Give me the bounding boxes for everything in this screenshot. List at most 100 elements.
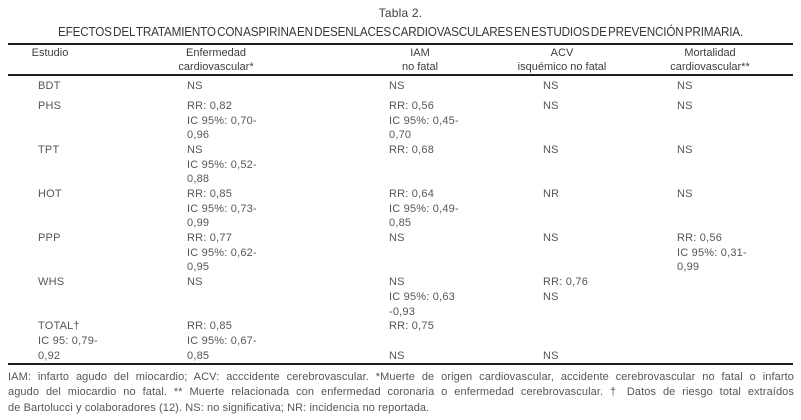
- table-header: Estudio Enfermedad cardiovascular* IAM no fa…: [0, 47, 801, 74]
- table-cell: NS: [543, 231, 559, 246]
- cell-line: RR: 0,56: [677, 232, 723, 245]
- cell-line: 0,96: [187, 129, 210, 142]
- table-cell: PHS: [38, 99, 61, 114]
- cell-line: BDT: [38, 80, 61, 92]
- cell-line: NS: [543, 143, 559, 156]
- table-cell: RR: 0,64 IC 95%: 0,49- 0,85: [389, 187, 459, 231]
- table-cell: NS IC 95%: 0,52- 0,88: [187, 143, 257, 187]
- cell-line: NS: [543, 290, 559, 303]
- table-cell: RR: 0,76 NS: [543, 275, 588, 304]
- table-cell: RR: 0,85 IC 95%: 0,73- 0,99: [187, 187, 257, 231]
- cell-line: RR: 0,64: [389, 187, 435, 200]
- cell-line: [389, 334, 434, 349]
- table-cell: NS: [677, 187, 693, 202]
- cell-line: RR: 0,82: [187, 99, 233, 112]
- footnote-line: de Bartolucci y colaboradores (12). NS: …: [8, 401, 430, 414]
- cell-line: IC 95%: 0,45-: [389, 114, 459, 127]
- cell-line: 0,85: [389, 217, 412, 230]
- cell-line: [543, 334, 559, 349]
- column-header: Mortalidad cardiovascular**: [670, 47, 749, 74]
- cell-line: NS: [389, 349, 405, 362]
- cell-line: RR: 0,77: [187, 232, 233, 245]
- cell-line: NS: [677, 143, 693, 156]
- cell-line: NS: [677, 187, 693, 200]
- table-cell: NS: [677, 99, 693, 114]
- cell-line: NS: [677, 80, 693, 92]
- bottom-rule: [8, 363, 793, 365]
- cell-line: 0,99: [677, 261, 700, 274]
- cell-line: RR: 0,56: [389, 99, 435, 112]
- cell-line: PHS: [38, 99, 62, 112]
- table-cell: BDT: [38, 79, 61, 94]
- table-cell: TOTAL† IC 95: 0,79- 0,92: [38, 319, 98, 363]
- cell-line: 0,88: [187, 173, 210, 186]
- table-cell: RR: 0,85 IC 95%: 0,67- 0,85: [187, 319, 257, 363]
- table-cell: RR: 0,68: [389, 143, 434, 158]
- table-row: TPT NS IC 95%: 0,52- 0,88 RR: 0,68 NS NS: [0, 143, 801, 187]
- table-cell: NS: [543, 319, 559, 363]
- cell-line: NS: [187, 276, 203, 289]
- table-cell: NR: [543, 187, 559, 202]
- table-row: HOT RR: 0,85 IC 95%: 0,73- 0,99 RR: 0,64 IC 9…: [0, 187, 801, 231]
- cell-line: RR: 0,75: [389, 320, 435, 333]
- cell-line: WHS: [38, 276, 65, 289]
- table-cell: TPT: [38, 143, 59, 158]
- cell-line: NS: [543, 80, 559, 92]
- table-row: WHS NS NS IC 95%: 0,63 -0,93 RR: 0,76 NS: [0, 275, 801, 319]
- table-cell: PPP: [38, 231, 61, 246]
- column-header-line: isquémico no fatal: [517, 60, 607, 73]
- cell-line: 0,99: [187, 217, 210, 230]
- cell-line: IC 95%: 0,67-: [187, 334, 257, 347]
- cell-line: NS: [389, 276, 405, 289]
- cell-line: NS: [389, 80, 405, 92]
- cell-line: NS: [187, 80, 203, 92]
- column-header-line: cardiovascular**: [670, 60, 750, 73]
- table-cell: NS: [677, 143, 693, 158]
- footnote-line: IAM: infarto agudo del miocardio; ACV: a…: [8, 371, 794, 383]
- table-cell: NS: [543, 79, 559, 94]
- column-header-line: Mortalidad: [684, 47, 736, 59]
- table-subtitle: EFECTOS DEL TRATAMIENTO CON ASPIRINA EN …: [58, 24, 743, 39]
- cell-line: IC 95%: 0,63: [389, 290, 455, 303]
- cell-line: RR: 0,85: [187, 187, 233, 200]
- cell-line: IC 95: 0,79-: [38, 334, 98, 347]
- cell-line: IC 95%: 0,52-: [187, 158, 257, 171]
- table-row: TOTAL† IC 95: 0,79- 0,92 RR: 0,85 IC 95%: 0,…: [0, 319, 801, 363]
- header-rule: [8, 74, 793, 76]
- table-body: BDT NS NS NS NS PHS RR: 0,82 IC 95%: 0,70- 0,96 R…: [0, 79, 801, 363]
- cell-line: NS: [543, 349, 559, 362]
- cell-line: NS: [187, 143, 203, 156]
- table-cell: NS: [187, 275, 203, 290]
- table-row: BDT NS NS NS NS: [0, 79, 801, 99]
- table-cell: NS: [389, 79, 405, 94]
- cell-line: NS: [389, 232, 405, 245]
- cell-line: TPT: [38, 143, 60, 156]
- cell-line: RR: 0,85: [187, 320, 233, 333]
- cell-line: IC 95%: 0,31-: [677, 246, 747, 259]
- table-cell: NS: [389, 231, 405, 246]
- table-cell: RR: 0,77 IC 95%: 0,62- 0,95: [187, 231, 257, 275]
- cell-line: 0,70: [389, 129, 412, 142]
- table-cell: RR: 0,56 IC 95%: 0,31- 0,99: [677, 231, 747, 275]
- cell-line: NS: [543, 99, 559, 112]
- table-cell: HOT: [38, 187, 62, 202]
- cell-line: 0,95: [187, 261, 210, 274]
- cell-line: 0,92: [38, 349, 61, 362]
- column-header-line: cardiovascular*: [178, 60, 254, 73]
- table-row: PHS RR: 0,82 IC 95%: 0,70- 0,96 RR: 0,56 IC 9…: [0, 99, 801, 143]
- cell-line: IC 95%: 0,62-: [187, 246, 257, 259]
- table-row: PPP RR: 0,77 IC 95%: 0,62- 0,95 NS NS RR: 0,56…: [0, 231, 801, 275]
- table-footnote: IAM: infarto agudo del miocardio; ACV: a…: [8, 370, 794, 416]
- column-header-line: Enfermedad: [186, 47, 246, 59]
- column-header: Estudio: [32, 47, 69, 61]
- table-cell: RR: 0,75 NS: [389, 319, 434, 363]
- cell-line: 0,85: [187, 349, 210, 362]
- cell-line: HOT: [38, 187, 62, 200]
- cell-line: -0,93: [389, 305, 416, 318]
- cell-line: NS: [677, 99, 693, 112]
- cell-line: RR: 0,76: [543, 276, 589, 289]
- cell-line: RR: 0,68: [389, 143, 435, 156]
- table-cell: RR: 0,56 IC 95%: 0,45- 0,70: [389, 99, 459, 143]
- column-header-line: ACV: [550, 47, 574, 59]
